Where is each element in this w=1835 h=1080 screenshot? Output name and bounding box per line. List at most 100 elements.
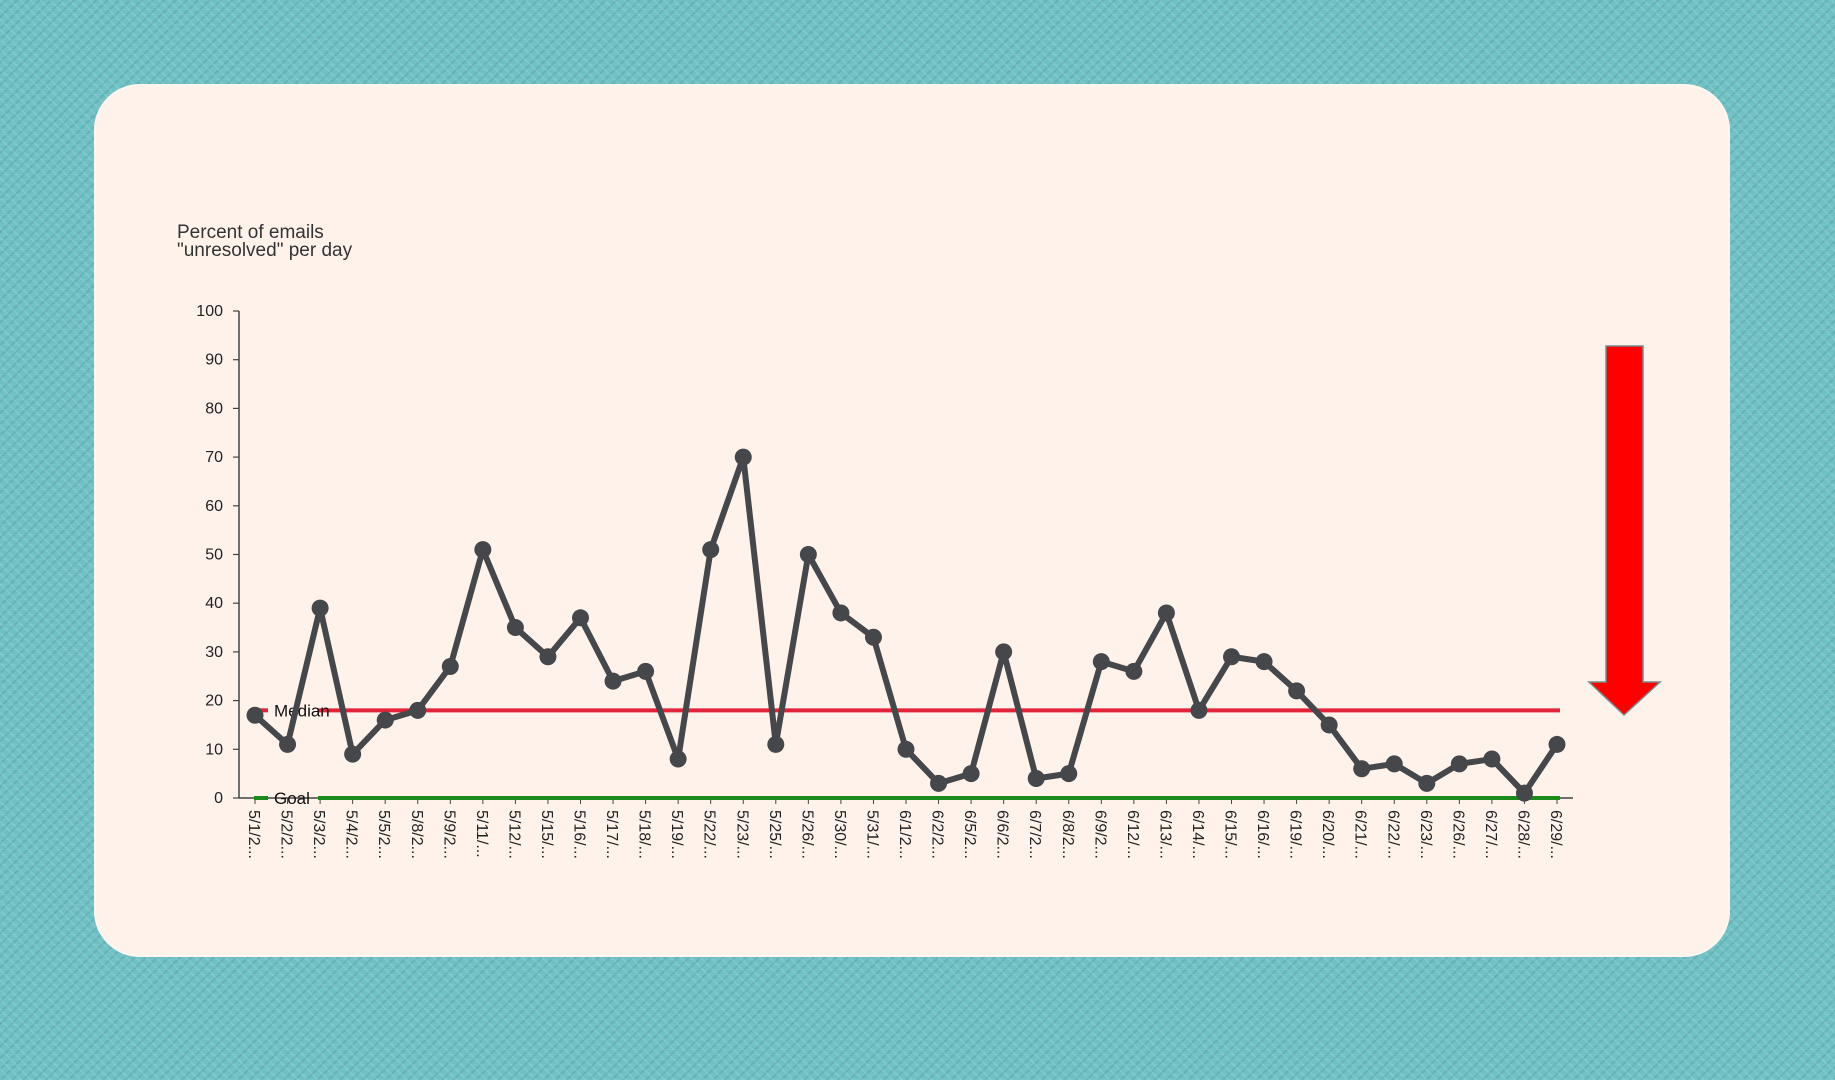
x-tick-label: 6/15/... bbox=[1222, 810, 1239, 859]
data-point bbox=[1190, 701, 1208, 719]
x-tick-label: 6/21/... bbox=[1352, 810, 1369, 859]
chart-card bbox=[94, 84, 1730, 957]
arrow-shape bbox=[1587, 345, 1662, 717]
data-point bbox=[604, 672, 622, 690]
y-axis-title: Percent of emails "unresolved" per day bbox=[177, 222, 353, 261]
y-tick-label: 40 bbox=[205, 595, 223, 612]
x-tick-label: 5/3/2... bbox=[310, 810, 327, 859]
x-tick-label: 6/13/... bbox=[1156, 810, 1173, 859]
x-tick-label: 6/2/2... bbox=[929, 810, 946, 859]
data-point bbox=[572, 609, 589, 627]
y-tick-label: 80 bbox=[205, 400, 223, 417]
data-point bbox=[1157, 604, 1175, 622]
x-tick-label: 5/15/... bbox=[538, 810, 555, 859]
data-point bbox=[767, 735, 785, 753]
median-label: Median bbox=[274, 701, 330, 720]
data-point bbox=[637, 662, 655, 680]
data-point bbox=[506, 619, 524, 637]
x-tick-label: 6/23/... bbox=[1417, 810, 1434, 859]
x-tick-label: 6/29/... bbox=[1547, 810, 1564, 859]
y-tick-label: 70 bbox=[205, 449, 223, 466]
x-tick-label: 6/7/2... bbox=[1026, 810, 1043, 859]
x-tick-label: 6/5/2... bbox=[961, 810, 978, 859]
data-point bbox=[897, 740, 915, 758]
x-tick-label: 5/26/... bbox=[798, 810, 815, 859]
reference-lines: Median Goal bbox=[254, 701, 1560, 808]
x-tick-label: 6/1/2... bbox=[896, 810, 913, 859]
data-point bbox=[702, 541, 720, 559]
data-point bbox=[1515, 784, 1533, 802]
x-tick-label: 6/26/... bbox=[1449, 810, 1466, 859]
data-point bbox=[734, 448, 752, 466]
data-point bbox=[311, 599, 329, 617]
y-tick-label: 50 bbox=[205, 547, 223, 564]
x-tick-label: 5/19/... bbox=[668, 810, 685, 859]
data-point bbox=[832, 604, 850, 622]
x-tick-label: 6/19/... bbox=[1287, 810, 1304, 859]
x-tick-label: 6/6/2... bbox=[994, 810, 1011, 859]
data-point bbox=[1320, 716, 1338, 734]
data-point bbox=[799, 546, 817, 563]
x-tick-label: 5/17/... bbox=[603, 810, 620, 859]
y-tick-label: 60 bbox=[205, 498, 223, 515]
y-tick-label: 10 bbox=[205, 741, 223, 758]
x-tick-label: 5/1/2... bbox=[245, 810, 262, 859]
data-point bbox=[1223, 648, 1240, 666]
axes: 0 10 20 30 40 50 60 70 80 90 100 bbox=[196, 303, 1573, 807]
x-tick-label: 5/22/... bbox=[701, 810, 718, 859]
y-tick-label: 30 bbox=[205, 644, 223, 661]
y-tick-label: 100 bbox=[196, 303, 223, 320]
data-point bbox=[1060, 765, 1078, 783]
x-tick-label: 6/16/... bbox=[1254, 810, 1271, 859]
x-tick-label: 5/8/2... bbox=[408, 810, 425, 859]
x-tick-label: 5/5/2... bbox=[375, 810, 392, 859]
data-point bbox=[669, 750, 687, 768]
x-tick-label: 6/14/... bbox=[1189, 810, 1206, 859]
data-point bbox=[279, 735, 297, 753]
x-tick-label: 5/31/... bbox=[863, 810, 880, 859]
x-tick-label: 6/9/2... bbox=[1091, 810, 1108, 859]
data-point bbox=[1418, 774, 1436, 792]
down-arrow-icon bbox=[1587, 345, 1662, 717]
data-point bbox=[539, 648, 557, 666]
data-point bbox=[1255, 653, 1273, 671]
data-point bbox=[1450, 755, 1468, 773]
x-tick-label: 5/18/... bbox=[636, 810, 653, 859]
data-point bbox=[930, 774, 948, 792]
data-point bbox=[962, 765, 980, 783]
x-tick-label: 5/16/... bbox=[571, 810, 588, 859]
series-group bbox=[246, 448, 1566, 802]
data-point bbox=[864, 628, 882, 646]
x-tick-label: 5/4/2... bbox=[343, 810, 360, 859]
data-point bbox=[1125, 662, 1143, 680]
data-point bbox=[1385, 755, 1403, 773]
data-point bbox=[1353, 760, 1371, 778]
data-point bbox=[995, 643, 1013, 661]
data-point bbox=[474, 541, 492, 559]
y-axis-title-line-1: Percent of emails bbox=[177, 222, 324, 243]
y-tick-label: 0 bbox=[214, 790, 223, 807]
x-tick-label: 6/20/... bbox=[1319, 810, 1336, 859]
goal-label: Goal bbox=[274, 789, 310, 808]
x-tick-label: 5/9/2... bbox=[440, 810, 457, 859]
x-tick-label: 5/25/... bbox=[766, 810, 783, 859]
data-point bbox=[376, 711, 394, 729]
x-tick-label: 6/8/2... bbox=[1059, 810, 1076, 859]
x-tick-label: 5/12/... bbox=[505, 810, 522, 859]
data-point bbox=[1288, 682, 1306, 700]
data-point bbox=[344, 745, 362, 763]
x-tick-label: 5/23/... bbox=[733, 810, 750, 859]
y-axis-title-line-2: "unresolved" per day bbox=[177, 240, 353, 261]
x-tick-labels: 5/1/2... 5/2/2... 5/3/2... 5/4/2... 5/5/2...… bbox=[245, 810, 1564, 859]
x-tick-label: 6/12/... bbox=[1124, 810, 1141, 859]
x-tick-label: 5/2/2... bbox=[278, 810, 295, 859]
data-point bbox=[409, 701, 427, 719]
x-tick-label: 6/27/... bbox=[1482, 810, 1499, 859]
data-point bbox=[1483, 750, 1501, 768]
data-point bbox=[441, 658, 459, 676]
y-tick-label: 20 bbox=[205, 693, 223, 710]
data-point bbox=[1548, 735, 1566, 753]
data-point bbox=[1027, 770, 1045, 788]
data-point bbox=[1092, 653, 1110, 671]
